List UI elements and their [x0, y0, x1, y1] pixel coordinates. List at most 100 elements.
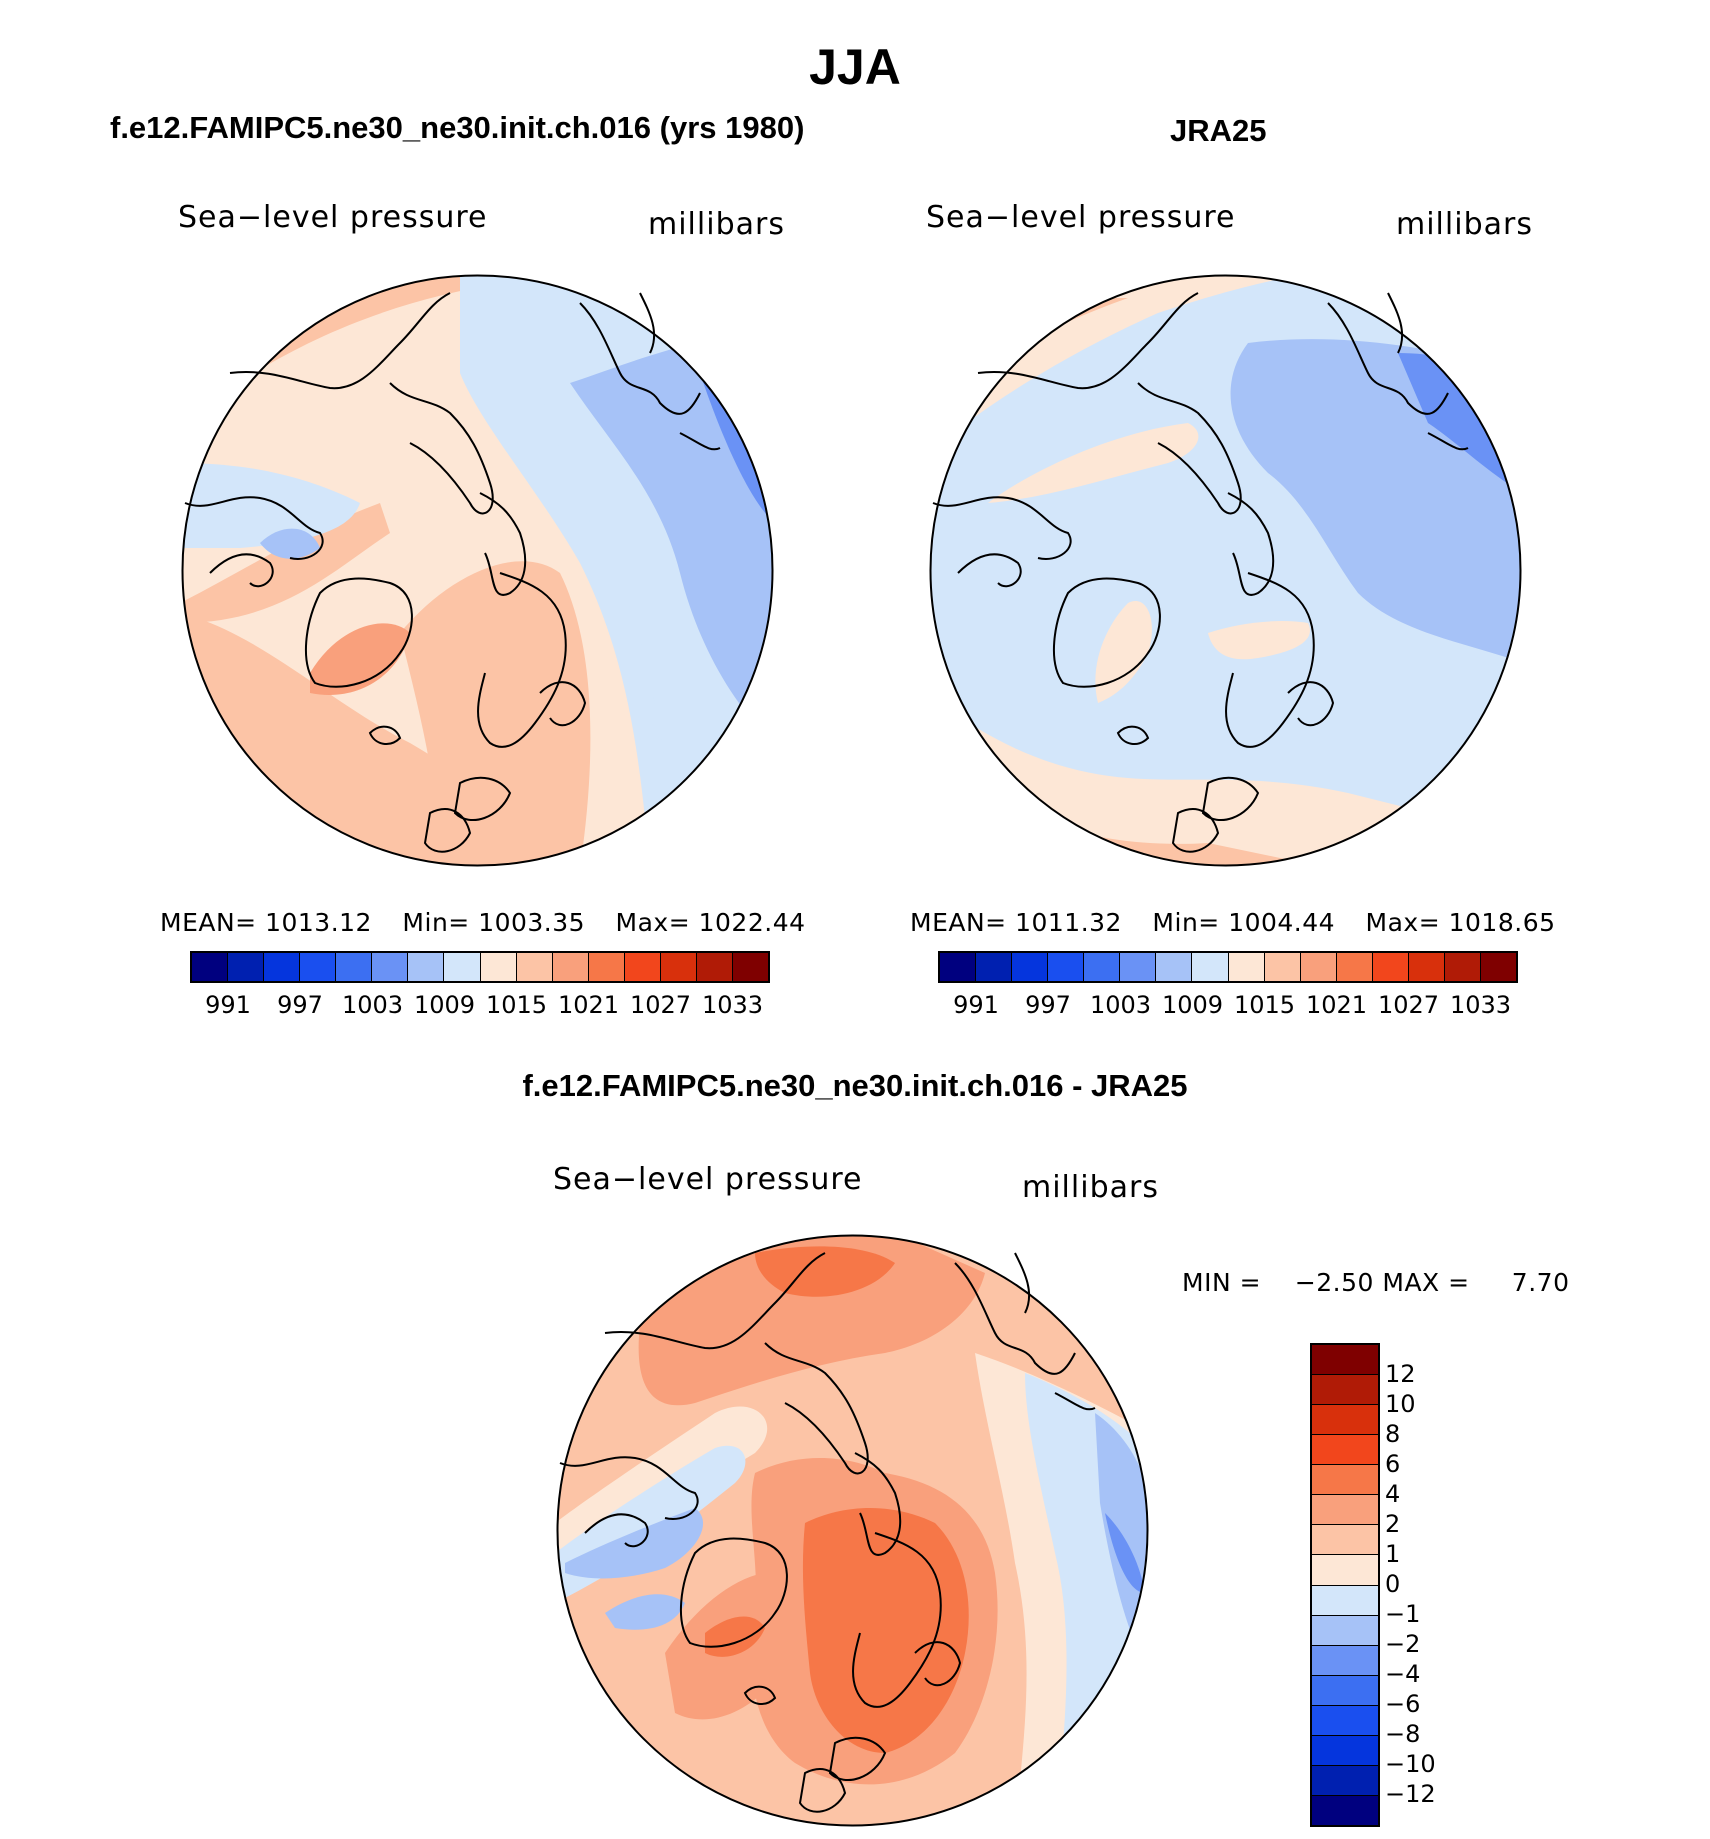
diff-colorbar-swatch — [1312, 1345, 1378, 1376]
diff-colorbar-tick-label: 10 — [1385, 1390, 1416, 1418]
diff-colorbar-swatch — [1312, 1615, 1378, 1646]
panel2-colorbar-swatch — [1264, 953, 1301, 981]
panel1-units-label: millibars — [648, 207, 785, 242]
panel2-colorbar-tick-label: 1003 — [1090, 991, 1152, 1019]
panel1-colorbar-tick-label: 1027 — [630, 991, 692, 1019]
panel1-title: f.e12.FAMIPC5.ne30_ne30.init.ch.016 (yrs… — [110, 110, 805, 145]
panel2-min-label: Min= — [1152, 908, 1220, 937]
panel1-max-label: Max= — [615, 908, 691, 937]
diff-title: f.e12.FAMIPC5.ne30_ne30.init.ch.016 - JR… — [522, 1068, 1188, 1103]
panel2-colorbar-swatch — [1336, 953, 1373, 981]
panel1-colorbar-swatch — [660, 953, 697, 981]
panel1-mean-value: 1013.12 — [265, 908, 372, 937]
panel2-units-label: millibars — [1396, 207, 1533, 242]
panel2-colorbar-tick-label: 1015 — [1234, 991, 1296, 1019]
diff-colorbar-tick-label: −4 — [1385, 1660, 1421, 1688]
panel2-colorbar-tick-label: 1021 — [1306, 991, 1368, 1019]
diff-colorbar-swatch — [1312, 1765, 1378, 1796]
panel2-colorbar-tick-label: 997 — [1025, 991, 1071, 1019]
panel2-max-label: Max= — [1365, 908, 1441, 937]
panel1-polar-map — [181, 274, 774, 867]
panel2-colorbar-swatch — [1408, 953, 1445, 981]
panel1-colorbar-swatch — [732, 953, 768, 981]
diff-colorbar — [1310, 1343, 1380, 1827]
diff-minmax: MIN = −2.50 MAX = 7.70 — [1182, 1268, 1570, 1297]
diff-colorbar-tick-label: 0 — [1385, 1570, 1401, 1598]
main-title: JJA — [809, 39, 901, 95]
panel2-colorbar-swatch — [1228, 953, 1265, 981]
panel1-colorbar-swatch — [624, 953, 661, 981]
panel2-colorbar-swatch — [976, 953, 1013, 981]
diff-colorbar-swatch — [1312, 1645, 1378, 1676]
panel1-colorbar-tick-label: 997 — [277, 991, 323, 1019]
panel2-colorbar-tick-label: 1033 — [1450, 991, 1512, 1019]
panel1-colorbar-tick-label: 1021 — [558, 991, 620, 1019]
panel2-colorbar-tick-label: 1009 — [1162, 991, 1224, 1019]
panel1-max-value: 1022.44 — [698, 908, 806, 937]
diff-colorbar-tick-label: 8 — [1385, 1420, 1401, 1448]
diff-colorbar-swatch — [1312, 1495, 1378, 1526]
panel2-colorbar-swatch — [1084, 953, 1121, 981]
diff-colorbar-swatch — [1312, 1735, 1378, 1766]
diff-colorbar-swatch — [1312, 1465, 1378, 1496]
panel1-colorbar-swatch — [480, 953, 517, 981]
panel2-colorbar-swatch — [1372, 953, 1409, 981]
diff-variable-label: Sea−level pressure — [553, 1162, 863, 1197]
panel1-colorbar-tick-label: 1009 — [414, 991, 476, 1019]
diff-colorbar-tick-label: −10 — [1385, 1750, 1436, 1778]
panel1-colorbar-swatch — [696, 953, 733, 981]
panel1-colorbar-tick-label: 1003 — [342, 991, 404, 1019]
panel2-colorbar-swatch — [1120, 953, 1157, 981]
diff-colorbar-swatch — [1312, 1675, 1378, 1706]
panel2-colorbar-tick-label: 991 — [953, 991, 999, 1019]
panel1-colorbar-swatch — [336, 953, 373, 981]
diff-colorbar-tick-label: 2 — [1385, 1510, 1401, 1538]
panel2-colorbar-swatch — [1156, 953, 1193, 981]
panel2-mean-value: 1011.32 — [1015, 908, 1122, 937]
panel2-variable-label: Sea−level pressure — [926, 200, 1236, 235]
diff-colorbar-tick-label: −2 — [1385, 1630, 1421, 1658]
panel1-mean-label: MEAN= — [160, 908, 257, 937]
panel1-colorbar-tick-label: 1015 — [486, 991, 548, 1019]
panel1-colorbar-swatch — [552, 953, 589, 981]
diff-colorbar-swatch — [1312, 1525, 1378, 1556]
diff-colorbar-tick-label: 1 — [1385, 1540, 1401, 1568]
panel2-colorbar-swatch — [1444, 953, 1481, 981]
diff-colorbar-tick-label: −6 — [1385, 1690, 1421, 1718]
diff-colorbar-swatch — [1312, 1375, 1378, 1406]
panel2-min-value: 1004.44 — [1228, 908, 1336, 937]
panel1-colorbar-swatch — [588, 953, 625, 981]
panel2-colorbar-swatch — [1012, 953, 1049, 981]
panel1-colorbar-swatch — [408, 953, 445, 981]
diff-polar-map — [556, 1234, 1149, 1827]
diff-colorbar-tick-label: −1 — [1385, 1600, 1421, 1628]
panel1-colorbar-swatch — [300, 953, 337, 981]
diff-colorbar-swatch — [1312, 1405, 1378, 1436]
diff-colorbar-swatch — [1312, 1705, 1378, 1736]
panel2-stats: MEAN= 1011.32 Min= 1004.44 Max= 1018.65 — [910, 908, 1556, 937]
panel1-colorbar-swatch — [264, 953, 301, 981]
diff-colorbar-tick-label: 6 — [1385, 1450, 1401, 1478]
diff-colorbar-tick-label: 12 — [1385, 1360, 1416, 1388]
panel1-colorbar-swatch — [444, 953, 481, 981]
diff-colorbar-tick-label: 4 — [1385, 1480, 1401, 1508]
panel1-colorbar-tick-label: 1033 — [702, 991, 764, 1019]
panel1-colorbar-swatch — [192, 953, 229, 981]
panel1-colorbar-tick-label: 991 — [205, 991, 251, 1019]
panel2-colorbar-swatch — [1048, 953, 1085, 981]
panel1-stats: MEAN= 1013.12 Min= 1003.35 Max= 1022.44 — [160, 908, 806, 937]
panel1-colorbar — [190, 951, 770, 983]
panel1-colorbar-swatch — [372, 953, 409, 981]
panel2-colorbar — [938, 951, 1518, 983]
panel1-min-label: Min= — [402, 908, 470, 937]
diff-colorbar-swatch — [1312, 1795, 1378, 1825]
panel1-colorbar-swatch — [228, 953, 265, 981]
panel1-variable-label: Sea−level pressure — [178, 200, 488, 235]
diff-colorbar-swatch — [1312, 1585, 1378, 1616]
panel2-colorbar-swatch — [940, 953, 977, 981]
panel2-colorbar-swatch — [1300, 953, 1337, 981]
panel2-colorbar-swatch — [1480, 953, 1516, 981]
diff-units-label: millibars — [1022, 1170, 1159, 1205]
diff-colorbar-tick-label: −12 — [1385, 1780, 1436, 1808]
diff-colorbar-tick-label: −8 — [1385, 1720, 1421, 1748]
